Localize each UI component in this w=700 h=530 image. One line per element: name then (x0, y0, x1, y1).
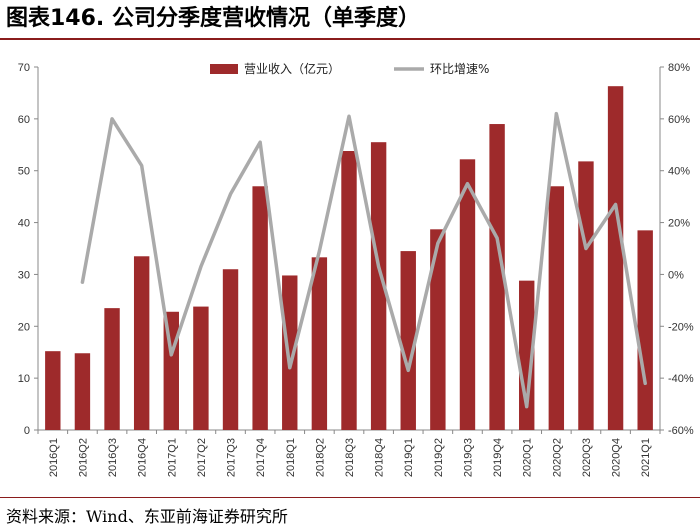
y-tick-left-label: 30 (18, 269, 30, 281)
x-tick-label: 2020Q4 (611, 438, 623, 477)
revenue-bar (459, 159, 476, 430)
x-tick-label: 2019Q2 (433, 438, 445, 477)
revenue-bar (548, 186, 565, 430)
legend-bar-swatch (210, 64, 238, 74)
source-note: 资料来源：Wind、东亚前海证券研究所 (6, 507, 288, 526)
y-tick-left-label: 50 (18, 166, 30, 178)
x-tick-label: 2016Q3 (107, 438, 119, 477)
revenue-bar (45, 351, 61, 430)
revenue-chart: 0 10 20 30 40 50 60 70 -60% -40% -20% 0% 20% 40% 60% 80… (18, 61, 694, 477)
y-tick-left-label: 40 (18, 218, 30, 230)
y-tick-right-label: -40% (668, 373, 694, 385)
y-tick-left-label: 0 (24, 425, 30, 437)
x-tick-label: 2020Q3 (581, 438, 593, 477)
y-tick-right-label: -60% (668, 425, 694, 437)
x-tick-label: 2016Q1 (48, 438, 60, 477)
x-tick-label: 2016Q2 (77, 438, 89, 477)
revenue-bar (489, 124, 505, 431)
revenue-bar (252, 186, 268, 430)
x-tick-label: 2017Q3 (226, 438, 238, 477)
revenue-bar (74, 353, 91, 430)
revenue-bar (430, 229, 446, 430)
x-tick-label: 2020Q1 (522, 438, 534, 477)
x-tick-label: 2018Q4 (374, 438, 386, 477)
x-tick-label: 2018Q3 (344, 438, 356, 477)
x-tick-label: 2018Q1 (285, 438, 297, 477)
growth-line (80, 111, 647, 409)
source-rule (0, 497, 700, 498)
x-tick-label: 2019Q3 (462, 438, 474, 477)
y-tick-right-label: 40% (668, 166, 690, 178)
revenue-bar (133, 256, 150, 430)
revenue-bar (578, 161, 594, 430)
legend-bar-label: 营业收入（亿元） (244, 61, 340, 76)
x-tick-label: 2018Q2 (314, 438, 326, 477)
revenue-bar (282, 275, 298, 430)
y-tick-left-label: 70 (18, 62, 30, 74)
x-tick-label: 2017Q1 (166, 438, 178, 477)
revenue-bar (341, 151, 357, 430)
y-tick-right-label: 20% (668, 218, 690, 230)
y-tick-left-label: 60 (18, 114, 30, 126)
y-tick-right-label: 0% (668, 269, 684, 281)
y-tick-right-label: 60% (668, 114, 690, 126)
x-tick-label: 2016Q4 (137, 438, 149, 477)
title-rule (0, 38, 700, 40)
y-tick-left-label: 20 (18, 321, 30, 333)
x-tick-label: 2020Q2 (551, 438, 563, 477)
revenue-bar (370, 142, 387, 430)
x-tick-label: 2017Q4 (255, 438, 267, 477)
revenue-bar (311, 257, 328, 430)
chart-title: 图表146. 公司分季度营收情况（单季度） (6, 6, 420, 31)
revenue-bar (637, 230, 653, 430)
x-tick-label: 2017Q2 (196, 438, 208, 477)
y-tick-right-label: -20% (668, 321, 694, 333)
legend-line-label: 环比增速% (430, 62, 489, 76)
revenue-bar (104, 308, 120, 430)
revenue-bar (193, 306, 209, 430)
y-tick-right-label: 80% (668, 62, 690, 74)
revenue-bar (607, 86, 624, 431)
x-tick-label: 2021Q1 (640, 438, 652, 477)
y-tick-left-label: 10 (18, 373, 30, 385)
x-tick-label: 2019Q4 (492, 438, 504, 477)
revenue-bar (222, 269, 239, 430)
revenue-bar (400, 251, 416, 430)
x-tick-label: 2019Q1 (403, 438, 415, 477)
